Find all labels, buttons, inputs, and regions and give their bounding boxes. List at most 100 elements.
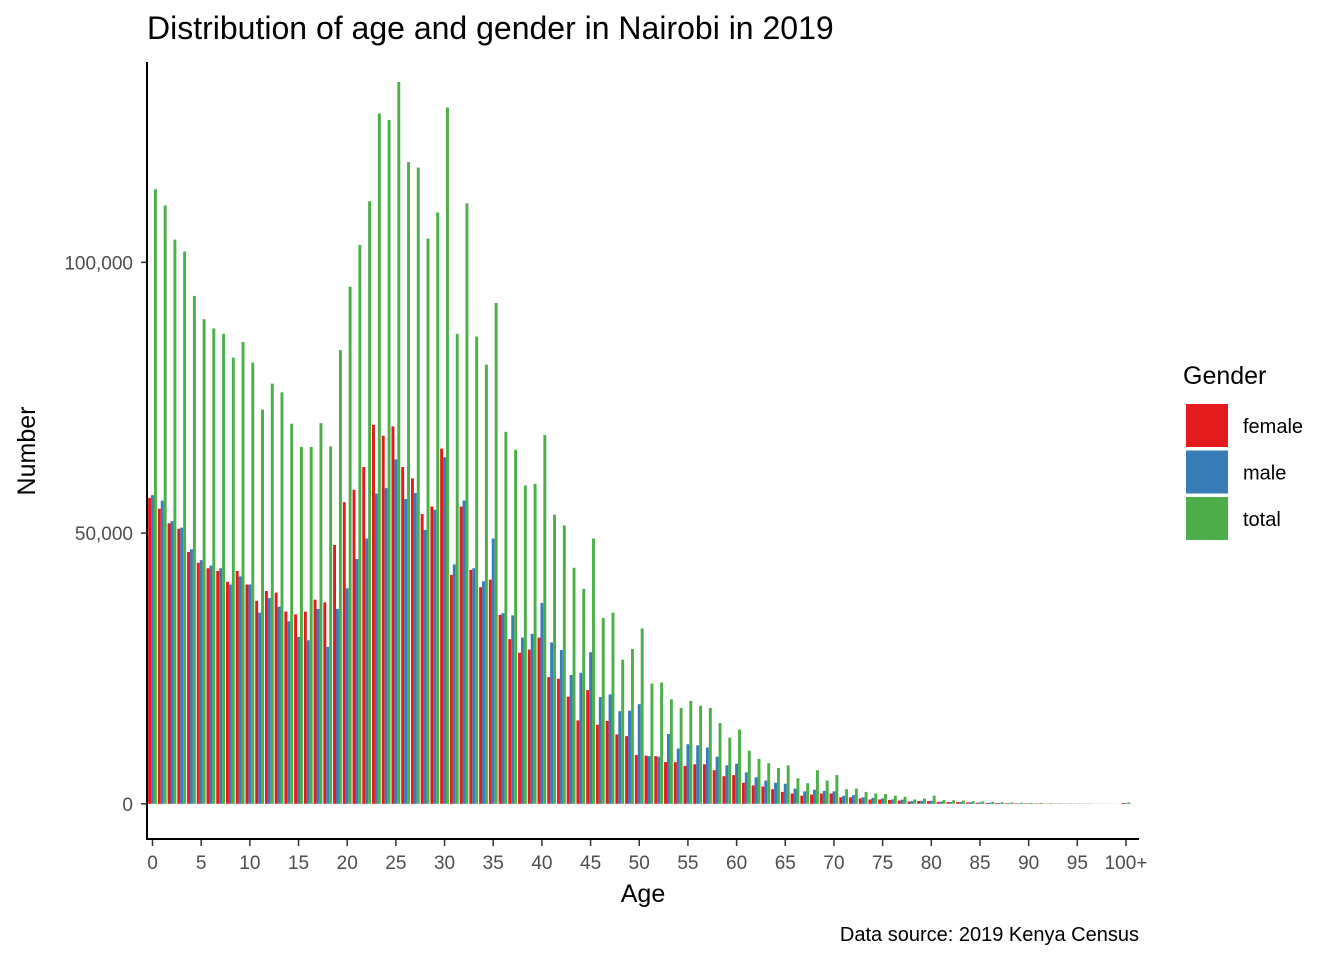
bar-male-age-46: [598, 697, 602, 804]
bar-total-age-7: [222, 333, 226, 804]
bar-female-age-33: [469, 569, 473, 804]
bar-male-age-79: [920, 800, 924, 804]
x-tick-label: 100+: [1105, 853, 1148, 874]
bar-female-age-20: [342, 502, 346, 804]
bars-layer: [148, 82, 1131, 804]
bar-female-age-66: [790, 793, 794, 804]
bar-male-age-67: [803, 791, 807, 804]
bar-total-age-66: [796, 778, 800, 804]
bar-total-age-20: [348, 286, 352, 804]
bar-female-age-58: [712, 770, 716, 804]
bar-female-age-5: [196, 562, 200, 804]
bar-female-age-45: [586, 690, 590, 804]
bar-female-age-1: [157, 508, 161, 804]
bar-female-age-30: [440, 448, 444, 804]
bar-male-age-7: [219, 568, 223, 804]
bar-male-age-69: [822, 790, 826, 804]
bar-total-age-27: [416, 167, 420, 804]
x-tick-label: 45: [580, 853, 601, 874]
bar-female-age-77: [897, 800, 901, 804]
bar-male-age-15: [297, 637, 300, 804]
bar-total-age-41: [553, 514, 557, 804]
bar-male-age-35: [491, 538, 495, 804]
bar-total-age-47: [611, 612, 615, 804]
bar-female-age-18: [323, 602, 327, 804]
bar-female-age-24: [381, 435, 385, 804]
bar-female-age-2: [167, 523, 171, 804]
bar-female-age-15: [294, 614, 298, 804]
bar-total-age-28: [426, 238, 430, 804]
bar-male-age-47: [608, 694, 612, 804]
bar-male-age-77: [900, 799, 904, 804]
bar-male-age-55: [686, 744, 690, 804]
bar-total-age-77: [903, 796, 907, 804]
bar-male-age-84: [968, 802, 972, 804]
bar-total-age-3: [183, 251, 187, 804]
bar-male-age-39: [530, 633, 534, 804]
bar-male-age-25: [394, 459, 398, 804]
legend-label-female: female: [1243, 416, 1303, 438]
bar-female-age-9: [235, 570, 239, 804]
bar-male-age-33: [472, 568, 476, 804]
bar-male-age-59: [725, 765, 729, 804]
bar-total-age-0: [153, 189, 157, 804]
bar-total-age-30: [446, 107, 449, 804]
bar-total-age-8: [231, 357, 235, 804]
bar-total-age-14: [290, 423, 294, 804]
bar-total-age-50: [640, 628, 644, 804]
bar-total-age-90: [1030, 802, 1034, 804]
bar-male-age-34: [482, 581, 485, 804]
legend-key-total: [1186, 497, 1228, 540]
bar-male-age-43: [569, 674, 573, 804]
x-tick-label: 40: [531, 853, 552, 874]
bar-female-age-82: [946, 802, 950, 804]
bar-male-age-22: [365, 538, 369, 804]
legend-label-total: total: [1243, 509, 1281, 531]
bar-total-age-85: [981, 801, 985, 804]
bar-male-age-29: [433, 509, 437, 804]
bar-male-age-20: [345, 588, 349, 804]
x-tick-label: 60: [726, 853, 747, 874]
bar-female-age-35: [488, 579, 492, 804]
bar-total-age-55: [689, 700, 693, 804]
bar-total-age-68: [815, 770, 819, 804]
x-ticks: 0 5 10 15 20 25 30 35 40 45 50 55 60 65 70 75 80 85 90 95 10…: [147, 840, 1147, 874]
bar-female-age-27: [410, 478, 414, 804]
bar-male-age-50: [637, 704, 641, 804]
bar-female-age-23: [372, 424, 375, 804]
bar-male-age-17: [316, 608, 320, 804]
bar-total-age-11: [261, 409, 264, 804]
bar-male-age-40: [540, 602, 544, 804]
bar-female-age-13: [274, 592, 278, 804]
bar-total-age-17: [319, 423, 323, 804]
x-tick-label: 65: [775, 853, 796, 874]
legend: Gender female male total: [1183, 362, 1303, 540]
bar-male-age-88: [1007, 803, 1011, 804]
bar-female-age-78: [907, 801, 911, 804]
bar-total-age-72: [854, 788, 858, 804]
bar-female-age-28: [420, 514, 424, 804]
bar-female-age-74: [868, 799, 872, 804]
bar-female-age-47: [605, 720, 609, 804]
bar-total-age-26: [407, 162, 410, 804]
bar-male-age-86: [988, 802, 992, 804]
x-tick-label: 10: [239, 853, 260, 874]
bar-total-age-84: [971, 801, 975, 804]
bar-female-age-42: [556, 678, 560, 804]
x-tick-label: 90: [1018, 853, 1039, 874]
bar-male-age-58: [715, 756, 719, 804]
bar-male-age-37: [511, 615, 515, 804]
bar-male-age-54: [676, 748, 680, 804]
bar-female-age-29: [430, 506, 434, 804]
bar-total-age-80: [932, 795, 936, 804]
bar-female-age-26: [401, 467, 405, 804]
bar-male-age-38: [520, 637, 524, 804]
x-tick-label: 70: [823, 853, 844, 874]
bar-total-age-91: [1039, 802, 1043, 804]
bar-male-age-57: [705, 747, 709, 804]
bar-male-age-9: [238, 576, 242, 804]
bar-male-age-75: [881, 798, 885, 804]
bar-male-age-19: [336, 608, 339, 804]
bar-total-age-88: [1010, 802, 1014, 804]
bar-male-age-36: [501, 613, 505, 804]
